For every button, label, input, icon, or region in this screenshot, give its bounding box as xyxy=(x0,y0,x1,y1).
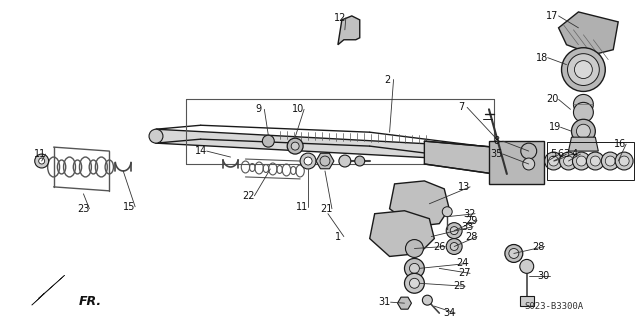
Text: 15: 15 xyxy=(123,202,135,212)
Circle shape xyxy=(509,249,519,258)
Circle shape xyxy=(572,119,595,143)
Text: 26: 26 xyxy=(433,241,445,251)
Text: 4: 4 xyxy=(572,149,577,159)
Text: 20: 20 xyxy=(547,94,559,104)
Text: 12: 12 xyxy=(333,13,346,23)
Circle shape xyxy=(573,94,593,114)
Text: 3: 3 xyxy=(563,149,570,159)
Text: 1: 1 xyxy=(335,232,341,241)
Circle shape xyxy=(450,242,458,250)
Circle shape xyxy=(304,157,312,165)
Circle shape xyxy=(590,156,600,166)
Circle shape xyxy=(450,226,458,234)
Text: 16: 16 xyxy=(614,139,627,149)
Circle shape xyxy=(300,153,316,169)
Text: 6: 6 xyxy=(557,149,564,159)
Circle shape xyxy=(404,258,424,278)
Polygon shape xyxy=(489,141,543,184)
Text: 30: 30 xyxy=(538,271,550,281)
Circle shape xyxy=(339,155,351,167)
Circle shape xyxy=(520,259,534,273)
Circle shape xyxy=(404,273,424,293)
Bar xyxy=(186,100,494,164)
Circle shape xyxy=(262,135,275,147)
Circle shape xyxy=(355,156,365,166)
Circle shape xyxy=(446,223,462,239)
Circle shape xyxy=(577,156,586,166)
Circle shape xyxy=(619,156,629,166)
Text: 32: 32 xyxy=(463,209,476,219)
Text: 10: 10 xyxy=(292,104,304,114)
Text: 22: 22 xyxy=(242,191,255,201)
Circle shape xyxy=(545,152,563,170)
Text: 7: 7 xyxy=(458,102,464,112)
Circle shape xyxy=(406,240,424,257)
Circle shape xyxy=(446,239,462,255)
Text: 18: 18 xyxy=(536,53,548,63)
Polygon shape xyxy=(568,137,598,151)
Circle shape xyxy=(442,207,452,217)
Text: 2: 2 xyxy=(385,75,390,85)
Circle shape xyxy=(573,102,593,122)
Circle shape xyxy=(577,124,590,138)
Text: S023-B3300A: S023-B3300A xyxy=(524,302,583,311)
Circle shape xyxy=(523,158,534,170)
Circle shape xyxy=(575,61,593,78)
Circle shape xyxy=(410,263,419,273)
Text: 27: 27 xyxy=(458,268,470,278)
Polygon shape xyxy=(370,211,435,256)
Polygon shape xyxy=(559,12,618,55)
Circle shape xyxy=(422,295,432,305)
Bar xyxy=(520,296,534,306)
Circle shape xyxy=(38,158,45,164)
Text: 5: 5 xyxy=(550,149,557,159)
Circle shape xyxy=(561,48,605,92)
Circle shape xyxy=(602,152,619,170)
Circle shape xyxy=(505,245,523,263)
Polygon shape xyxy=(316,153,334,169)
Text: 31: 31 xyxy=(378,297,391,307)
Polygon shape xyxy=(390,181,449,226)
Circle shape xyxy=(559,152,577,170)
Text: 11: 11 xyxy=(33,149,46,159)
Circle shape xyxy=(568,54,599,85)
Bar xyxy=(186,100,494,164)
Circle shape xyxy=(605,156,615,166)
Polygon shape xyxy=(32,275,65,305)
Text: 19: 19 xyxy=(548,122,561,132)
Text: 23: 23 xyxy=(77,204,90,214)
Text: 17: 17 xyxy=(547,11,559,21)
Text: 13: 13 xyxy=(458,182,470,192)
Bar xyxy=(547,142,634,180)
Text: 35: 35 xyxy=(491,149,503,159)
Circle shape xyxy=(35,154,49,168)
Text: 34: 34 xyxy=(443,308,455,318)
Circle shape xyxy=(564,156,573,166)
Text: 28: 28 xyxy=(465,232,477,241)
Text: 29: 29 xyxy=(465,216,477,226)
Text: 14: 14 xyxy=(195,146,207,156)
Polygon shape xyxy=(424,141,509,174)
Polygon shape xyxy=(338,16,360,45)
Text: 21: 21 xyxy=(320,204,332,214)
Text: 28: 28 xyxy=(532,241,545,251)
Circle shape xyxy=(572,152,590,170)
Circle shape xyxy=(291,142,299,150)
Circle shape xyxy=(548,156,559,166)
Text: 25: 25 xyxy=(453,281,465,291)
Text: 11: 11 xyxy=(296,202,308,212)
Text: 9: 9 xyxy=(255,104,261,114)
Circle shape xyxy=(521,143,537,159)
Circle shape xyxy=(586,152,604,170)
Text: 24: 24 xyxy=(456,258,468,268)
Polygon shape xyxy=(156,129,489,161)
Text: 8: 8 xyxy=(494,136,500,146)
Text: FR.: FR. xyxy=(79,295,102,308)
Circle shape xyxy=(149,129,163,143)
Circle shape xyxy=(615,152,633,170)
Circle shape xyxy=(410,278,419,288)
Text: 33: 33 xyxy=(461,222,473,232)
Circle shape xyxy=(287,138,303,154)
Polygon shape xyxy=(397,297,412,309)
